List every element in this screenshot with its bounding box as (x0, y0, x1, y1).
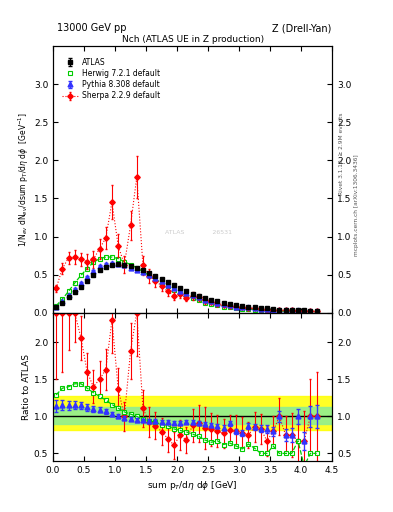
Herwig 7.2.1 default (246, 306, 251, 312)
Herwig 7.2.1 default (203, 300, 208, 306)
Herwig 7.2.1 default (215, 302, 220, 308)
Herwig 7.2.1 default (259, 307, 263, 313)
Text: Z (Drell-Yan): Z (Drell-Yan) (272, 23, 331, 33)
Herwig 7.2.1 default (264, 307, 269, 313)
Herwig 7.2.1 default (110, 254, 114, 260)
Line: Herwig 7.2.1 default: Herwig 7.2.1 default (54, 254, 319, 314)
Title: Nch (ATLAS UE in Z production): Nch (ATLAS UE in Z production) (121, 35, 264, 44)
Herwig 7.2.1 default (147, 272, 152, 279)
Herwig 7.2.1 default (283, 308, 288, 314)
Herwig 7.2.1 default (289, 308, 294, 314)
Herwig 7.2.1 default (184, 293, 189, 299)
Bar (53, 408, 332, 424)
Herwig 7.2.1 default (91, 260, 96, 266)
Herwig 7.2.1 default (116, 255, 121, 262)
Herwig 7.2.1 default (54, 303, 59, 309)
Herwig 7.2.1 default (296, 308, 300, 314)
Herwig 7.2.1 default (209, 301, 213, 307)
Herwig 7.2.1 default (314, 309, 319, 315)
Herwig 7.2.1 default (308, 309, 313, 315)
Herwig 7.2.1 default (165, 283, 170, 289)
Herwig 7.2.1 default (141, 268, 145, 274)
Herwig 7.2.1 default (271, 307, 275, 313)
Herwig 7.2.1 default (122, 259, 127, 265)
Herwig 7.2.1 default (252, 307, 257, 313)
Herwig 7.2.1 default (228, 304, 232, 310)
Herwig 7.2.1 default (302, 309, 307, 315)
X-axis label: sum p$_T$/d$\eta$ d$\phi$ [GeV]: sum p$_T$/d$\eta$ d$\phi$ [GeV] (147, 479, 238, 492)
Herwig 7.2.1 default (128, 262, 133, 268)
Legend: ATLAS, Herwig 7.2.1 default, Pythia 8.308 default, Sherpa 2.2.9 default: ATLAS, Herwig 7.2.1 default, Pythia 8.30… (60, 55, 162, 103)
Herwig 7.2.1 default (178, 290, 182, 296)
Herwig 7.2.1 default (85, 265, 90, 271)
Text: mcplots.cern.ch [arXiv:1306.3436]: mcplots.cern.ch [arXiv:1306.3436] (354, 154, 359, 255)
Herwig 7.2.1 default (134, 265, 139, 271)
Text: Rivet 3.1.10, ≥ 2.9M events: Rivet 3.1.10, ≥ 2.9M events (339, 112, 344, 195)
Herwig 7.2.1 default (277, 308, 282, 314)
Herwig 7.2.1 default (72, 280, 77, 286)
Herwig 7.2.1 default (79, 272, 83, 279)
Herwig 7.2.1 default (190, 295, 195, 301)
Text: ATLAS              26531: ATLAS 26531 (165, 230, 231, 235)
Herwig 7.2.1 default (196, 297, 201, 304)
Herwig 7.2.1 default (153, 276, 158, 282)
Y-axis label: 1/N$_{ev}$ dN$_{ev}$/dsum p$_T$/d$\eta$ d$\phi$  [GeV$^{-1}$]: 1/N$_{ev}$ dN$_{ev}$/dsum p$_T$/d$\eta$ … (17, 112, 31, 247)
Herwig 7.2.1 default (240, 306, 244, 312)
Y-axis label: Ratio to ATLAS: Ratio to ATLAS (22, 354, 31, 420)
Herwig 7.2.1 default (159, 280, 164, 286)
Bar (53, 396, 332, 430)
Herwig 7.2.1 default (221, 304, 226, 310)
Herwig 7.2.1 default (60, 296, 65, 302)
Herwig 7.2.1 default (66, 288, 71, 294)
Herwig 7.2.1 default (103, 254, 108, 260)
Text: 13000 GeV pp: 13000 GeV pp (57, 23, 127, 33)
Herwig 7.2.1 default (233, 305, 238, 311)
Herwig 7.2.1 default (97, 255, 102, 262)
Herwig 7.2.1 default (172, 287, 176, 293)
